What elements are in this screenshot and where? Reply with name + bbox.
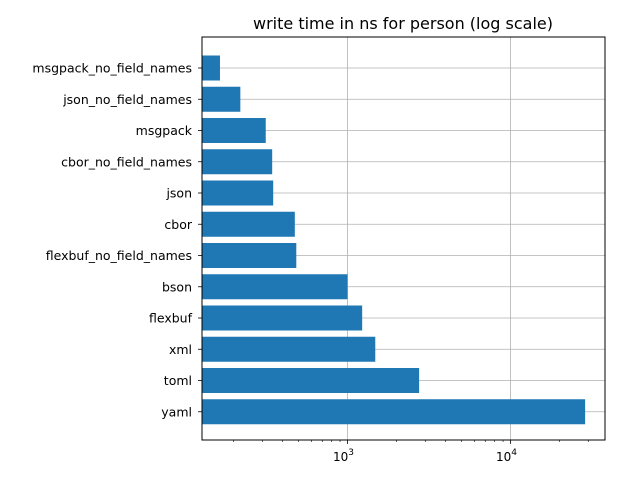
y-tick-label: json xyxy=(165,186,192,201)
bar-flexbuf_no_field_names xyxy=(202,243,297,268)
y-tick-label: cbor_no_field_names xyxy=(61,154,192,169)
y-tick-label: bson xyxy=(162,279,192,294)
y-tick-label: flexbuf_no_field_names xyxy=(46,248,192,263)
x-tick-label: 103 xyxy=(333,448,354,464)
bar-json xyxy=(202,180,274,206)
y-tick-label: msgpack xyxy=(136,123,193,138)
bars xyxy=(202,55,586,425)
y-tick-label: json_no_field_names xyxy=(62,92,192,107)
bar-msgpack xyxy=(202,118,266,143)
chart-title: write time in ns for person (log scale) xyxy=(253,14,553,33)
y-tick-label: cbor xyxy=(164,217,192,232)
bar-xml xyxy=(202,336,376,362)
x-axis: 103 104 xyxy=(233,440,589,464)
x-tick-label: 104 xyxy=(496,448,517,464)
y-tick-label: xml xyxy=(169,342,192,357)
y-tick-label: msgpack_no_field_names xyxy=(32,61,192,76)
bar-flexbuf xyxy=(202,305,363,331)
bar-toml xyxy=(202,368,420,393)
bar-json_no_field_names xyxy=(202,86,241,112)
bar-yaml xyxy=(202,399,586,425)
y-axis: msgpack_no_field_names json_no_field_name… xyxy=(32,61,202,419)
y-tick-label: yaml xyxy=(161,404,192,419)
y-tick-label: flexbuf xyxy=(149,311,193,326)
bar-cbor_no_field_names xyxy=(202,149,273,175)
plot-frame xyxy=(201,36,606,441)
bar-msgpack_no_field_names xyxy=(202,55,220,81)
bar-bson xyxy=(202,274,348,300)
y-tick-label: toml xyxy=(164,373,192,388)
bar-cbor xyxy=(202,211,295,237)
